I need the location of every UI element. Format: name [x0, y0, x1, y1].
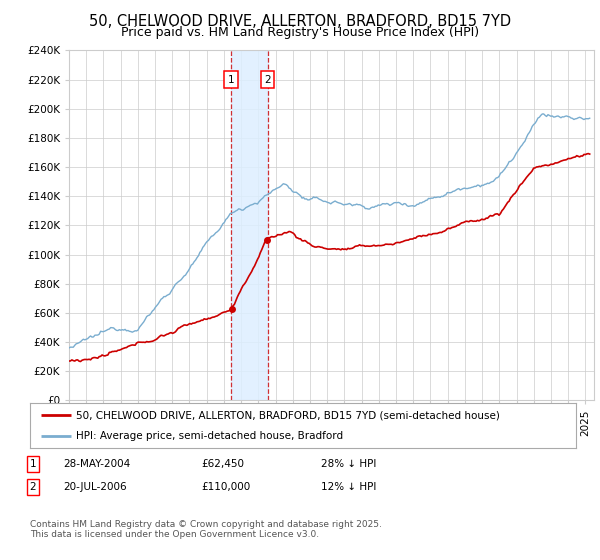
Text: 2: 2 — [265, 74, 271, 85]
Text: 50, CHELWOOD DRIVE, ALLERTON, BRADFORD, BD15 7YD (semi-detached house): 50, CHELWOOD DRIVE, ALLERTON, BRADFORD, … — [76, 410, 500, 421]
Text: 1: 1 — [227, 74, 234, 85]
Text: 50, CHELWOOD DRIVE, ALLERTON, BRADFORD, BD15 7YD: 50, CHELWOOD DRIVE, ALLERTON, BRADFORD, … — [89, 14, 511, 29]
Text: 20-JUL-2006: 20-JUL-2006 — [63, 482, 127, 492]
Text: 12% ↓ HPI: 12% ↓ HPI — [321, 482, 376, 492]
Text: £110,000: £110,000 — [201, 482, 250, 492]
Text: 28% ↓ HPI: 28% ↓ HPI — [321, 459, 376, 469]
Text: Contains HM Land Registry data © Crown copyright and database right 2025.
This d: Contains HM Land Registry data © Crown c… — [30, 520, 382, 539]
Text: 28-MAY-2004: 28-MAY-2004 — [63, 459, 130, 469]
Text: 1: 1 — [29, 459, 37, 469]
Text: £62,450: £62,450 — [201, 459, 244, 469]
Text: 2: 2 — [29, 482, 37, 492]
Bar — [231, 50, 268, 400]
Text: HPI: Average price, semi-detached house, Bradford: HPI: Average price, semi-detached house,… — [76, 431, 344, 441]
Text: Price paid vs. HM Land Registry's House Price Index (HPI): Price paid vs. HM Land Registry's House … — [121, 26, 479, 39]
